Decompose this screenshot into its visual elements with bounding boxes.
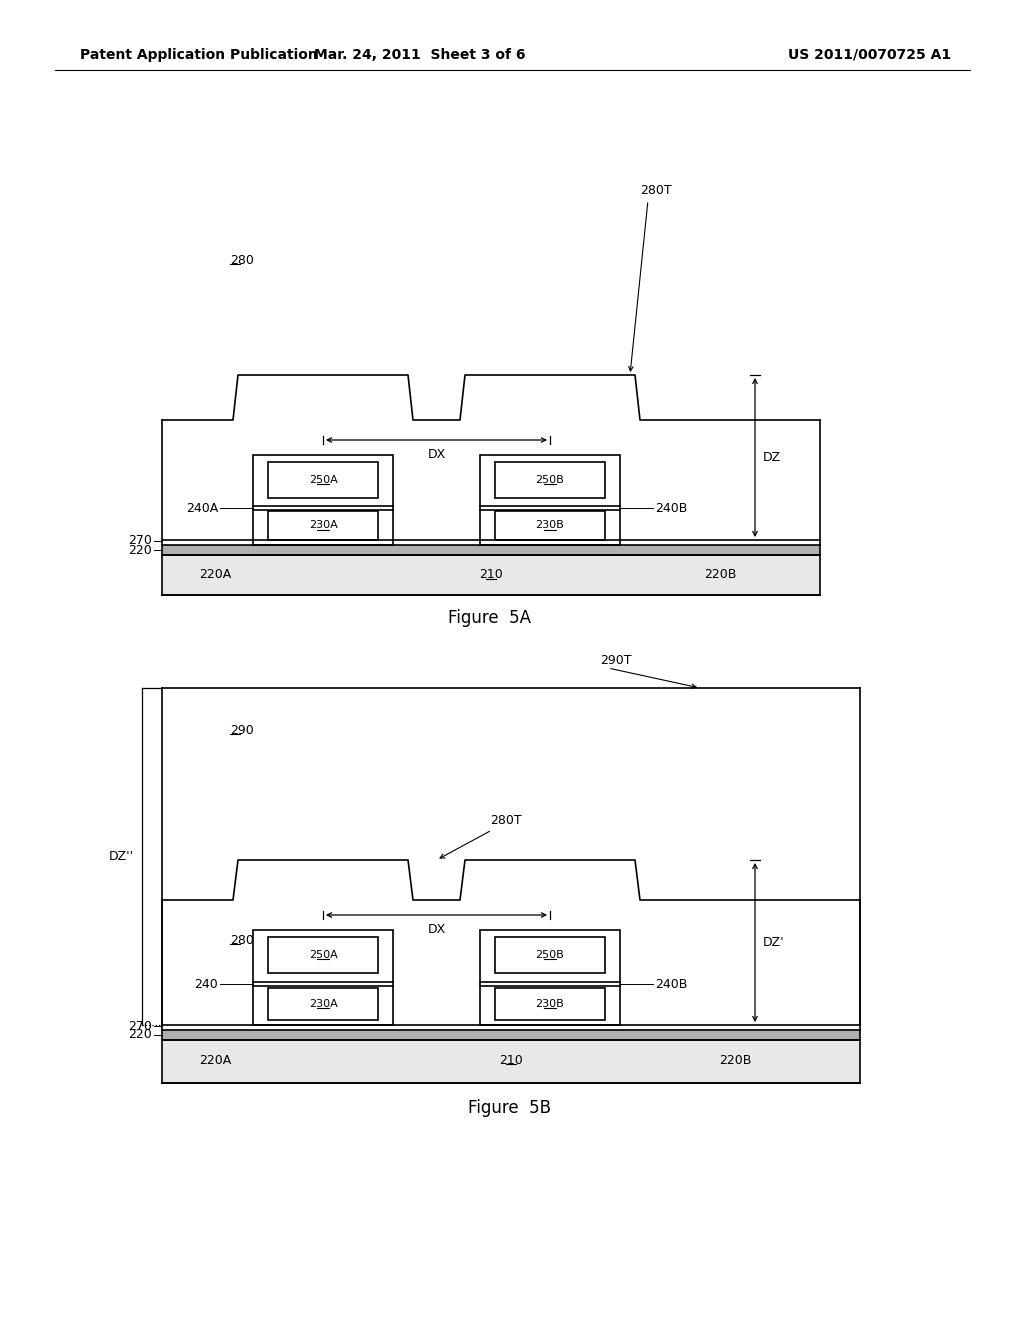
Bar (495, 462, 605, 498)
Text: US 2011/0070725 A1: US 2011/0070725 A1 (788, 48, 951, 62)
Text: Mar. 24, 2011  Sheet 3 of 6: Mar. 24, 2011 Sheet 3 of 6 (314, 48, 525, 62)
Text: 280T: 280T (490, 813, 521, 826)
Text: 250A: 250A (308, 475, 337, 484)
Bar (495, 987, 605, 1020)
Text: 250B: 250B (536, 950, 564, 960)
Text: 240: 240 (195, 978, 218, 990)
Text: 220B: 220B (719, 1053, 752, 1067)
Text: 210: 210 (479, 569, 503, 582)
Text: DZ'': DZ'' (109, 850, 134, 863)
Bar (495, 511, 605, 540)
Text: Figure  5B: Figure 5B (469, 1100, 552, 1117)
Bar (268, 511, 378, 540)
Text: 270: 270 (128, 1019, 152, 1032)
Text: 210: 210 (499, 1053, 523, 1067)
Text: 280T: 280T (640, 183, 672, 197)
Text: 220A: 220A (199, 569, 231, 582)
Text: 280: 280 (230, 253, 254, 267)
Bar (253, 931, 393, 1026)
Text: DX: DX (427, 923, 445, 936)
Text: 220: 220 (128, 1028, 152, 1041)
Bar (495, 937, 605, 973)
Text: DZ: DZ (763, 451, 781, 465)
Bar (480, 931, 620, 1026)
Text: DX: DX (427, 447, 445, 461)
Text: Figure  5A: Figure 5A (449, 609, 531, 627)
Text: 280: 280 (230, 933, 254, 946)
Text: 230A: 230A (308, 520, 337, 531)
Text: 240B: 240B (655, 502, 687, 515)
Bar (480, 455, 620, 545)
Bar (268, 462, 378, 498)
Bar (268, 987, 378, 1020)
Text: 230B: 230B (536, 520, 564, 531)
Text: 240B: 240B (655, 978, 687, 990)
Bar (268, 937, 378, 973)
Text: 230A: 230A (308, 999, 337, 1008)
Text: 250B: 250B (536, 475, 564, 484)
Text: Patent Application Publication: Patent Application Publication (80, 48, 317, 62)
Text: 240A: 240A (185, 502, 218, 515)
Text: 270: 270 (128, 535, 152, 548)
Text: 250A: 250A (308, 950, 337, 960)
Text: 290T: 290T (600, 653, 632, 667)
Text: 220A: 220A (199, 1053, 231, 1067)
Text: 230B: 230B (536, 999, 564, 1008)
Text: 220: 220 (128, 544, 152, 557)
Text: 290: 290 (230, 723, 254, 737)
Text: 220B: 220B (703, 569, 736, 582)
Text: DZ': DZ' (763, 936, 784, 949)
Bar (253, 455, 393, 545)
